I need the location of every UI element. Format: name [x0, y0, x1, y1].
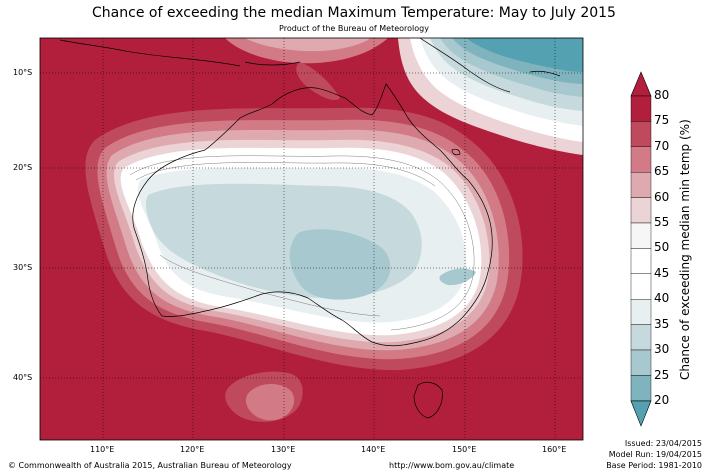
colorbar-band [630, 95, 652, 122]
source-url[interactable]: http://www.bom.gov.au/climate [389, 461, 515, 470]
model-run-date: Model Run: 19/04/2015 [608, 450, 702, 459]
lat-label: 20°S [13, 163, 33, 172]
colorbar-tick: 30 [654, 342, 670, 356]
continent-contours [85, 107, 523, 371]
base-period: Base Period: 1981-2010 [606, 461, 702, 470]
graticule [40, 38, 583, 440]
colorbar-tick: 45 [654, 266, 670, 280]
colorbar-band [630, 248, 652, 274]
colorbar-tick: 20 [654, 393, 670, 407]
colorbar-band [630, 222, 652, 249]
lon-label: 120°E [180, 445, 205, 454]
colorbar-band [630, 121, 652, 148]
colorbar-tick: 25 [654, 368, 670, 382]
colorbar-band [630, 197, 652, 224]
colorbar-tick: 50 [654, 240, 670, 254]
colorbar-band [630, 146, 652, 173]
colorbar-top-arrow [630, 71, 652, 97]
colorbar-tick: 35 [654, 317, 670, 331]
lat-label: 30°S [13, 263, 33, 272]
colorbar-band [630, 349, 652, 376]
colorbar-bottom-arrow [630, 400, 652, 427]
lat-label: 10°S [13, 68, 33, 77]
colorbar-tick: 70 [654, 139, 670, 153]
copyright-text: © Commonwealth of Australia 2015, Austra… [8, 461, 292, 470]
coastlines [59, 38, 561, 419]
colorbar-tick: 75 [654, 113, 670, 127]
colorbar-tick: 55 [654, 215, 670, 229]
colorbar-band [630, 171, 652, 198]
colorbar-band [630, 273, 652, 300]
colorbar-tick: 80 [654, 88, 670, 102]
lon-label: 160°E [542, 445, 567, 454]
lat-label: 40°S [13, 373, 33, 382]
colorbar-band [630, 299, 652, 325]
colorbar-band [630, 375, 652, 401]
map-title: Chance of exceeding the median Maximum T… [92, 5, 616, 21]
colorbar-band [630, 324, 652, 351]
lon-label: 140°E [361, 445, 386, 454]
colorbar-title: Chance of exceeding median min temp (%) [678, 119, 692, 380]
issued-date: Issued: 23/04/2015 [624, 439, 702, 448]
north-moderate-region [225, 38, 388, 101]
south-ocean-patch [225, 371, 303, 422]
colorbar-tick: 40 [654, 291, 670, 305]
lon-label: 130°E [271, 445, 296, 454]
colorbar [630, 71, 652, 427]
map-subtitle: Product of the Bureau of Meteorology [279, 24, 429, 33]
lon-label: 150°E [452, 445, 477, 454]
colorbar-tick: 65 [654, 164, 670, 178]
map-frame [39, 37, 584, 441]
colorbar-tick: 60 [654, 190, 670, 204]
lon-label: 110°E [90, 445, 115, 454]
